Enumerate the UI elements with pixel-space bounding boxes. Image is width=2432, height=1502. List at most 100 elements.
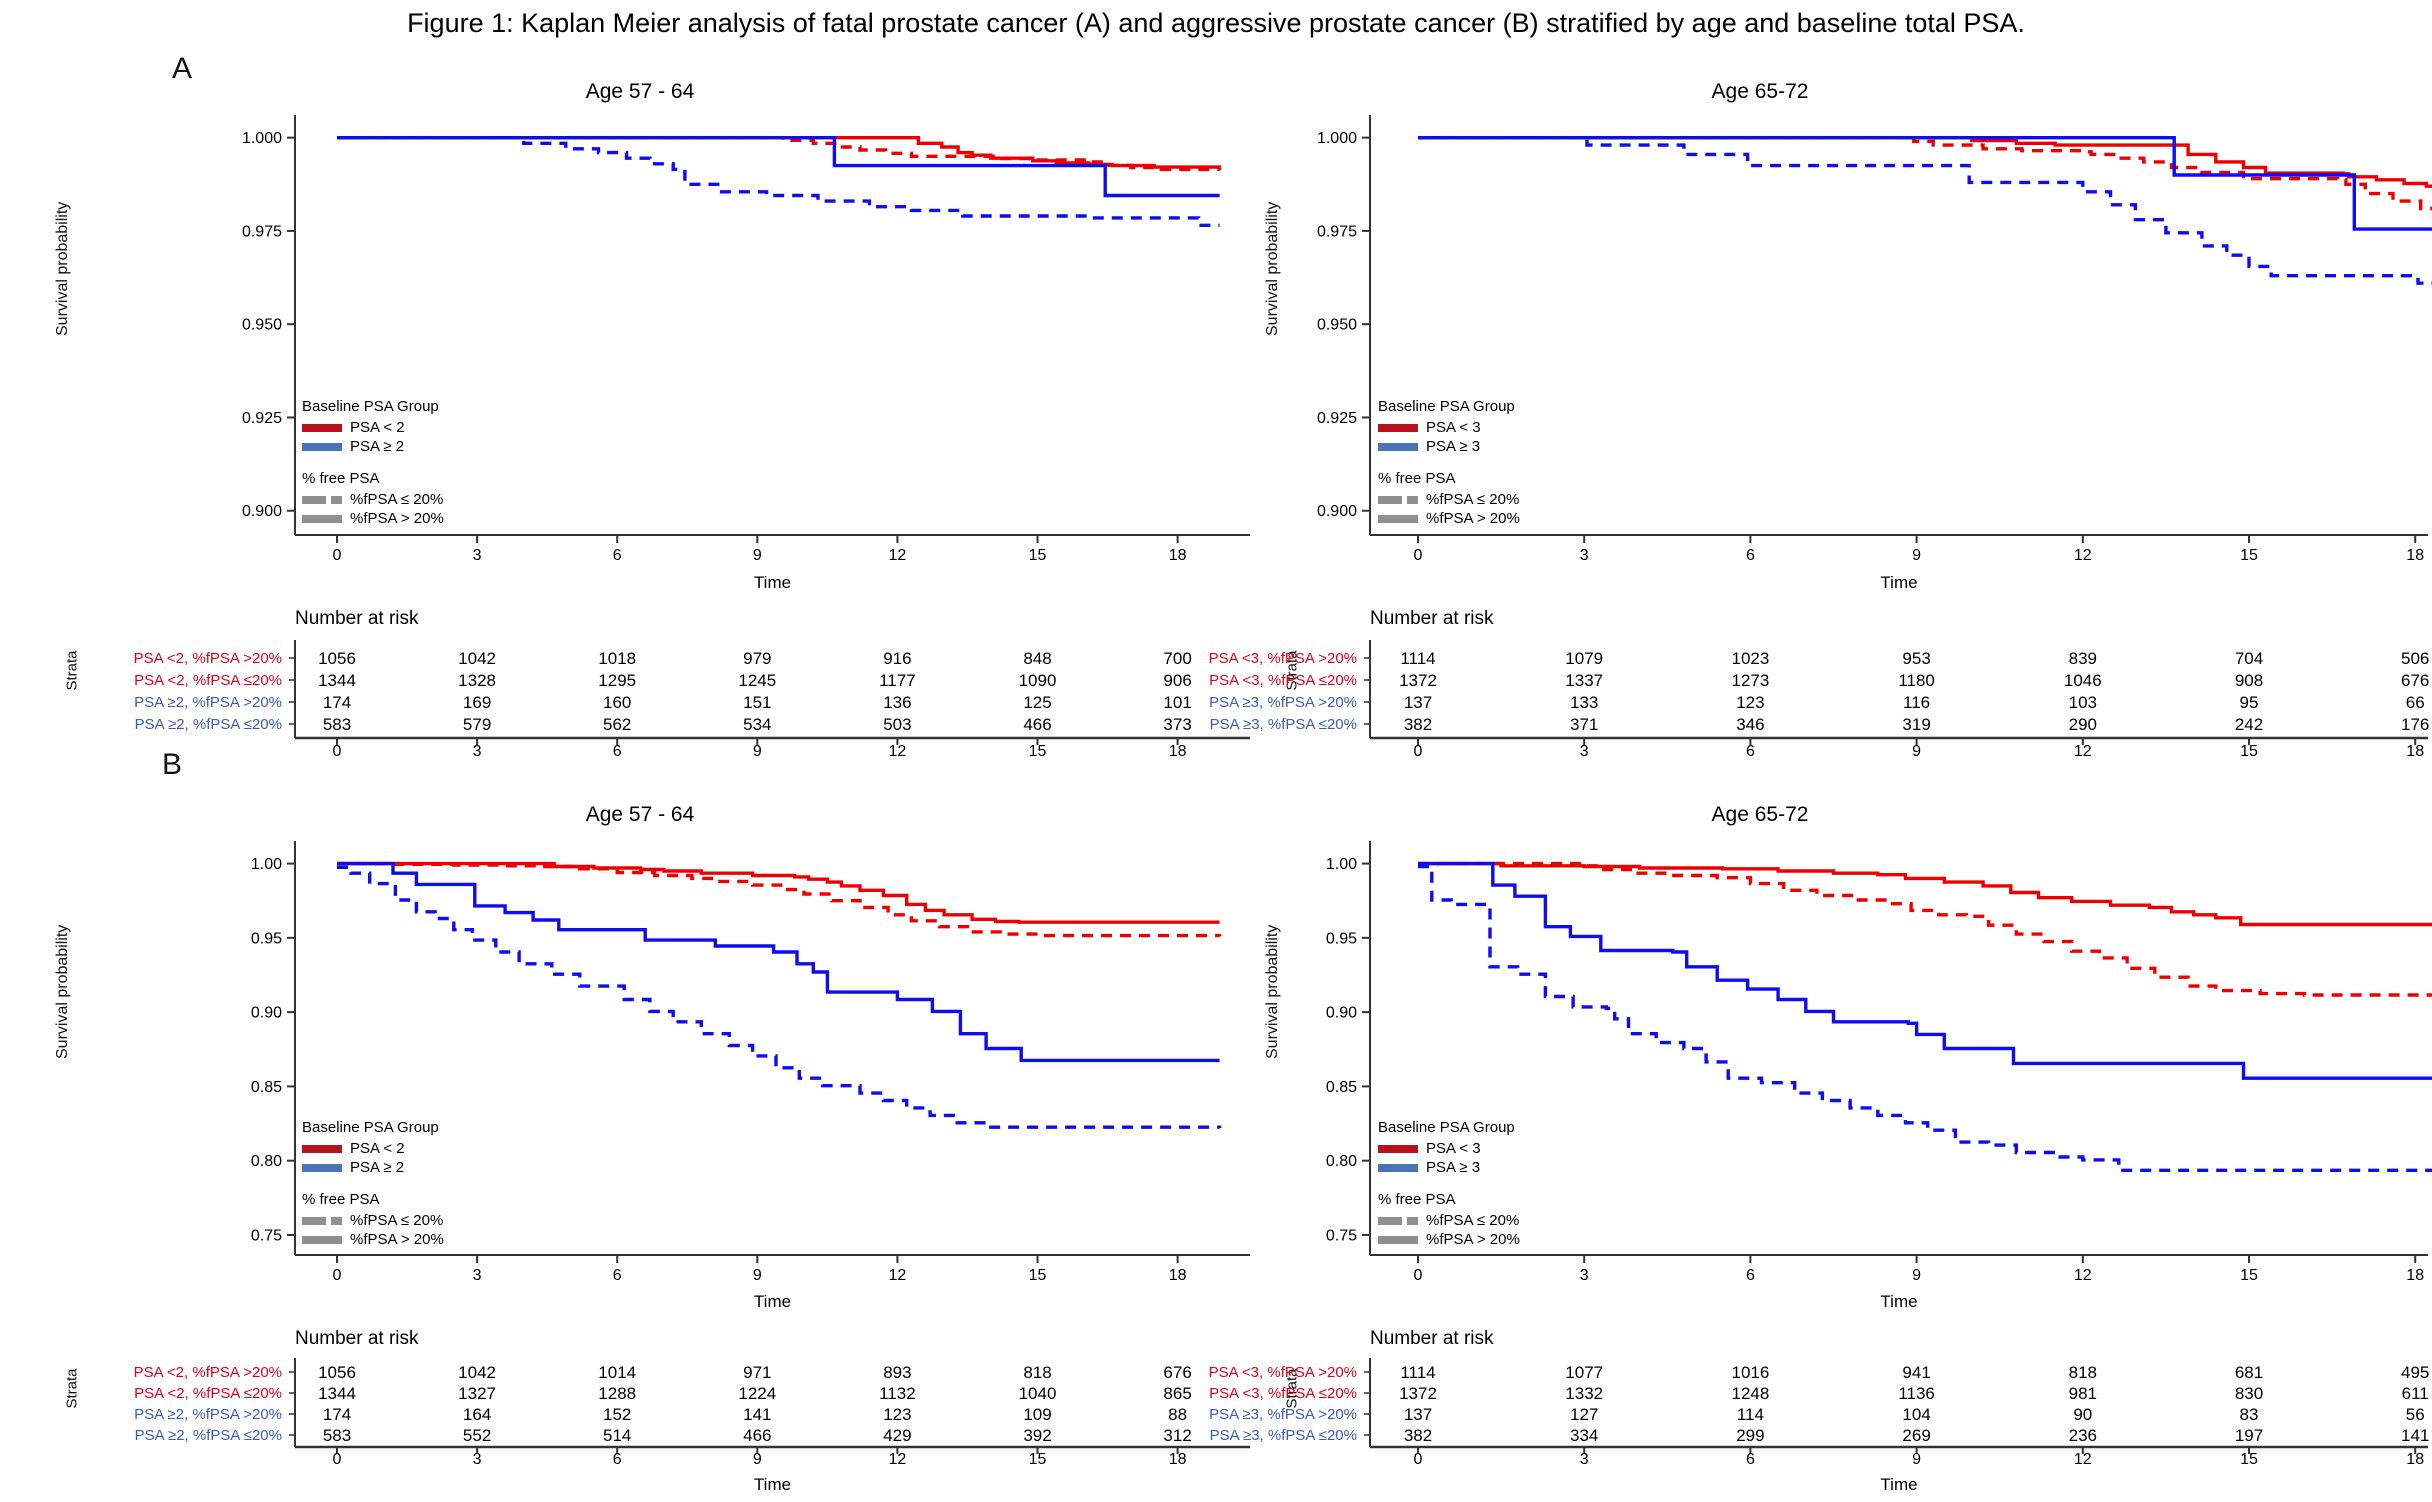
section-label-a: A	[172, 52, 193, 85]
risk-value: 152	[603, 1405, 631, 1424]
risk-row-label: PSA ≥3, %fPSA ≤20%	[1210, 716, 1357, 733]
legend-group-title: Baseline PSA Group	[1378, 1119, 1515, 1136]
risk-value: 848	[1023, 649, 1051, 668]
x-tick-label: 6	[1746, 1267, 1755, 1284]
plot-legend: Baseline PSA Group PSA < 3 PSA ≥ 3 % fre…	[1378, 397, 1520, 528]
x-tick-label: 12	[889, 547, 907, 564]
x-tick-label: 9	[753, 547, 762, 564]
x-tick-label: 12	[2074, 1267, 2092, 1284]
risk-value: 908	[2235, 671, 2263, 690]
risk-value: 495	[2401, 1363, 2429, 1382]
km-curve-blue-dashed	[1418, 136, 2432, 285]
km-curve-red-solid	[1418, 136, 2432, 188]
risk-value: 123	[1736, 693, 1764, 712]
risk-x-tick-label: 3	[473, 1451, 482, 1468]
risk-value: 1273	[1731, 671, 1769, 690]
risk-value: 1344	[318, 1384, 356, 1403]
risk-value: 176	[2401, 715, 2429, 734]
number-at-risk-header: Number at risk	[295, 1328, 419, 1349]
risk-row-label: PSA <2, %fPSA ≤20%	[134, 672, 282, 689]
x-tick-label: 15	[2240, 1267, 2258, 1284]
risk-value: 818	[2069, 1363, 2097, 1382]
blue-line-swatch	[1378, 442, 1418, 451]
risk-row-label: PSA ≥2, %fPSA >20%	[134, 694, 282, 711]
y-axis-label: Survival probability	[54, 201, 71, 336]
risk-value: 1018	[598, 649, 636, 668]
km-plot-fatal-57-64: 1.000 0.975 0.950 0.925 0.900 0 3 6 9 12 15 18 Time	[242, 115, 1250, 592]
risk-value: 346	[1736, 715, 1764, 734]
risk-x-tick-label: 18	[2406, 743, 2424, 760]
risk-value: 534	[743, 715, 771, 734]
risk-x-tick-label: 15	[2240, 743, 2258, 760]
risk-value: 1056	[318, 649, 356, 668]
risk-value: 299	[1736, 1426, 1764, 1445]
risk-x-tick-label: 6	[613, 743, 622, 760]
number-at-risk-header: Number at risk	[1370, 608, 1494, 629]
legend-fpsa-gt-label: %fPSA > 20%	[350, 1231, 444, 1248]
km-curve-red-dashed	[1418, 861, 2432, 997]
risk-value: 1180	[1898, 671, 1935, 690]
risk-value: 506	[2401, 649, 2429, 668]
risk-value: 579	[463, 715, 491, 734]
x-tick-label: 3	[473, 547, 482, 564]
risk-value: 1016	[1731, 1363, 1769, 1382]
risk-value: 981	[2069, 1384, 2097, 1403]
km-curve-blue-dashed	[1418, 864, 2432, 1172]
y-tick-label: 0.85	[251, 1079, 282, 1096]
risk-row-label: PSA ≥2, %fPSA >20%	[134, 1406, 282, 1423]
risk-x-tick-label: 6	[1746, 743, 1755, 760]
solid-line-swatch	[1378, 1235, 1418, 1244]
red-line-swatch	[302, 1144, 342, 1153]
x-tick-label: 15	[1029, 547, 1047, 564]
y-tick-label: 0.900	[1317, 503, 1357, 520]
km-plot-aggressive-65-72: 1.00 0.95 0.90 0.85 0.80 0.75 0 3 6 9 12 15 18 Time	[1326, 841, 2432, 1311]
plot-legend: Baseline PSA Group PSA < 2 PSA ≥ 2 % fre…	[302, 1118, 444, 1249]
risk-table-fatal-57-64: PSA <2, %fPSA >20% 1056 1042 1018 979 916 848 7…	[134, 640, 1250, 760]
risk-value: 611	[2402, 1384, 2429, 1403]
risk-row-label: PSA <2, %fPSA >20%	[134, 1364, 282, 1381]
risk-value: 164	[463, 1405, 491, 1424]
risk-value: 392	[1023, 1426, 1051, 1445]
risk-value: 552	[463, 1426, 491, 1445]
dashed-line-swatch	[1378, 1216, 1418, 1225]
legend-fpsa-title: % free PSA	[302, 1191, 380, 1208]
x-tick-label: 9	[753, 1267, 762, 1284]
risk-value: 290	[2069, 715, 2097, 734]
km-curve-blue-solid	[1418, 861, 2432, 1080]
risk-value: 95	[2240, 693, 2259, 712]
legend-psa-low-label: PSA < 3	[1426, 1140, 1481, 1157]
km-curve-red-dashed	[337, 861, 1222, 938]
risk-value: 676	[2401, 671, 2429, 690]
risk-value: 125	[1023, 693, 1051, 712]
risk-value: 133	[1570, 693, 1598, 712]
x-axis-title: Time	[1880, 1292, 1917, 1311]
risk-value: 1114	[1400, 649, 1435, 668]
risk-value: 1372	[1399, 671, 1437, 690]
risk-value: 676	[1163, 1363, 1191, 1382]
risk-row-label: PSA <3, %fPSA ≤20%	[1209, 1385, 1357, 1402]
risk-value: 818	[1023, 1363, 1051, 1382]
plot-legend: Baseline PSA Group PSA < 3 PSA ≥ 3 % fre…	[1378, 1118, 1520, 1249]
blue-line-swatch	[302, 442, 342, 451]
risk-x-tick-label: 6	[613, 1451, 622, 1468]
risk-value: 1042	[458, 649, 496, 668]
risk-value: 373	[1163, 715, 1191, 734]
risk-value: 136	[883, 693, 911, 712]
risk-x-tick-label: 0	[333, 1451, 342, 1468]
risk-value: 583	[323, 1426, 351, 1445]
risk-value: 137	[1404, 1405, 1432, 1424]
risk-value: 56	[2406, 1405, 2425, 1424]
solid-line-swatch	[302, 1235, 342, 1244]
legend-fpsa-gt-label: %fPSA > 20%	[1426, 1231, 1520, 1248]
strata-label: Strata	[63, 1368, 81, 1409]
risk-row-label: PSA <3, %fPSA ≤20%	[1209, 672, 1357, 689]
legend-fpsa-gt-label: %fPSA > 20%	[350, 510, 444, 527]
y-tick-label: 0.925	[1317, 410, 1357, 427]
km-curve-blue-dashed	[337, 865, 1222, 1129]
x-tick-label: 12	[2074, 547, 2092, 564]
x-tick-label: 0	[333, 547, 342, 564]
risk-value: 103	[2069, 693, 2097, 712]
risk-value: 66	[2406, 693, 2425, 712]
solid-line-swatch	[1378, 514, 1418, 523]
